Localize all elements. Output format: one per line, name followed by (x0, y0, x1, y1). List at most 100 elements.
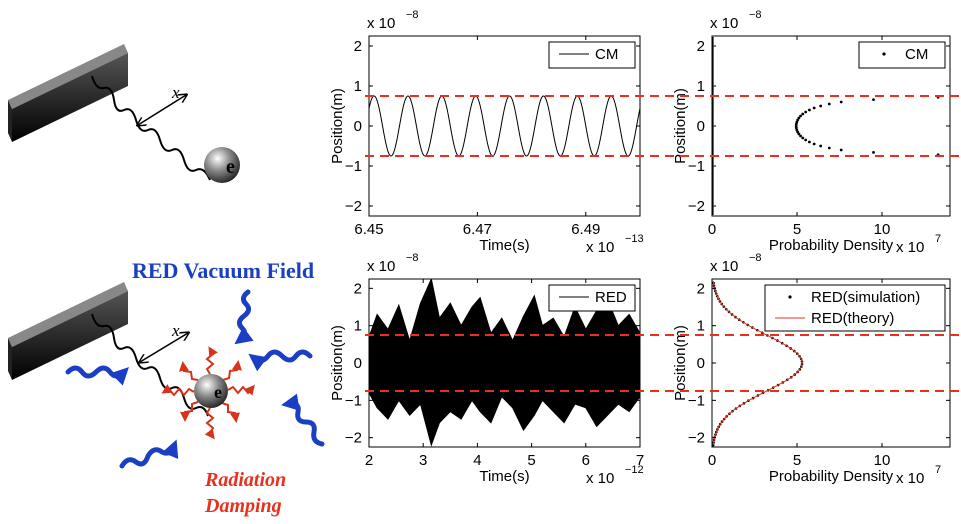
data-point-cm-edge (712, 67, 714, 69)
spring-top (91, 75, 211, 181)
y-exponent-power: −8 (406, 252, 419, 264)
data-point-cm-edge (712, 141, 714, 143)
y-tick-label: 1 (697, 78, 705, 95)
data-point-cm-edge (712, 139, 714, 141)
data-point-cm-edge (712, 111, 714, 113)
data-point-cm (801, 112, 805, 116)
damping-arrow-downright (221, 402, 240, 423)
data-point-cm-edge (712, 73, 714, 75)
damping-arrow-upleft (179, 361, 199, 381)
damping-arrow-downleft (180, 401, 199, 422)
data-point-cm (872, 151, 875, 154)
data-point-cm-edge (712, 65, 714, 67)
x-tick-label: 7 (636, 452, 644, 469)
x-exponent: x 10 (586, 239, 614, 256)
data-point-cm (797, 116, 801, 120)
data-point-cm-edge (712, 55, 714, 57)
data-point-cm-edge (712, 103, 714, 105)
x-exponent-power: −12 (625, 464, 644, 476)
y-tick-label: 0 (354, 355, 362, 372)
x-exponent: x 10 (586, 470, 614, 487)
legend-label: CM (905, 46, 928, 63)
data-point-cm (808, 108, 811, 112)
data-point-cm-edge (712, 105, 714, 107)
electron-ball-bottom (194, 374, 228, 408)
legend-swatch (882, 52, 886, 56)
data-point-cm-edge (712, 99, 714, 101)
y-exponent-power: −8 (406, 9, 419, 21)
y-tick-label: −1 (688, 158, 705, 175)
y-tick-label: −2 (688, 430, 705, 447)
x-tick-label: 10 (874, 221, 891, 238)
y-tick-label: 0 (354, 118, 362, 135)
data-point-cm-edge (712, 161, 714, 163)
y-tick-label: 1 (697, 318, 705, 335)
x-exponent: x 10 (896, 470, 924, 487)
x-tick-label: 5 (527, 452, 535, 469)
y-axis-label: Position(m) (329, 325, 346, 401)
data-point-cm-edge (712, 59, 714, 61)
vacuum-wave-right-top (248, 349, 313, 372)
threshold-lines (365, 95, 961, 392)
legend: RED(simulation) RED(theory) (764, 284, 946, 332)
data-point-cm-edge (712, 209, 714, 211)
data-point-cm (872, 98, 875, 101)
data-point-cm-edge (712, 89, 714, 91)
spring-bottom (91, 313, 209, 417)
series-area-red (369, 279, 640, 447)
data-point-cm-edge (712, 43, 714, 45)
data-point-cm-edge (712, 133, 714, 135)
y-tick-label: 0 (697, 355, 705, 372)
y-tick-label: −2 (688, 198, 705, 215)
data-point-cm-edge (712, 117, 714, 119)
data-point-cm-edge (712, 201, 714, 203)
damping-arrow-up (205, 346, 218, 375)
electron-label-top: e (226, 156, 235, 178)
data-point-cm-edge (712, 129, 714, 131)
data-point-cm-edge (712, 49, 714, 51)
y-tick-label: −2 (345, 430, 362, 447)
data-point-cm-edge (712, 167, 714, 169)
data-point-cm (804, 138, 808, 142)
x-tick-label: 4 (473, 452, 481, 469)
wall-bar-bottom (8, 282, 128, 380)
data-point-cm-edge (712, 75, 714, 77)
y-exponent: x 10 (367, 15, 395, 32)
data-point-cm-edge (712, 149, 714, 151)
data-point-cm-edge (712, 61, 714, 63)
data-point-cm-edge (712, 151, 714, 153)
y-tick-label: 1 (354, 318, 362, 335)
y-exponent: x 10 (367, 258, 395, 275)
data-point-cm (801, 136, 805, 140)
data-point-cm-edge (712, 207, 714, 209)
y-tick-label: 2 (697, 280, 705, 297)
data-point-cm-edge (712, 145, 714, 147)
data-point-cm-edge (712, 107, 714, 109)
data-point-cm-edge (712, 69, 714, 71)
x-axis-label: Time(s) (479, 468, 529, 485)
vacuum-wave-bottom-right (281, 393, 325, 447)
data-point-cm-edge (712, 183, 714, 185)
legend-box (548, 284, 636, 312)
data-point-cm-edge (712, 175, 714, 177)
data-point-cm-edge (712, 135, 714, 137)
y-tick-label: 2 (354, 280, 362, 297)
displacement-label-top: x (171, 83, 180, 102)
damping-arrow-left (161, 384, 195, 397)
data-point-cm-edge (712, 159, 714, 161)
legend-box (764, 284, 946, 332)
data-point-cm-edge (712, 93, 714, 95)
data-point-cm-edge (712, 197, 714, 199)
y-exponent: x 10 (710, 258, 738, 275)
x-tick-label: 0 (708, 221, 716, 238)
data-point-cm-edge (712, 127, 714, 129)
data-point-cm-edge (712, 143, 714, 145)
red-illustration: RED Vacuum Field x e (8, 258, 325, 517)
legend-swatch (788, 295, 792, 299)
data-point-cm (799, 134, 802, 138)
data-point-cm-edge (712, 83, 714, 85)
data-point-cm-edge (712, 181, 714, 183)
plot-area (712, 280, 804, 447)
damping-arrow-right (227, 384, 255, 396)
